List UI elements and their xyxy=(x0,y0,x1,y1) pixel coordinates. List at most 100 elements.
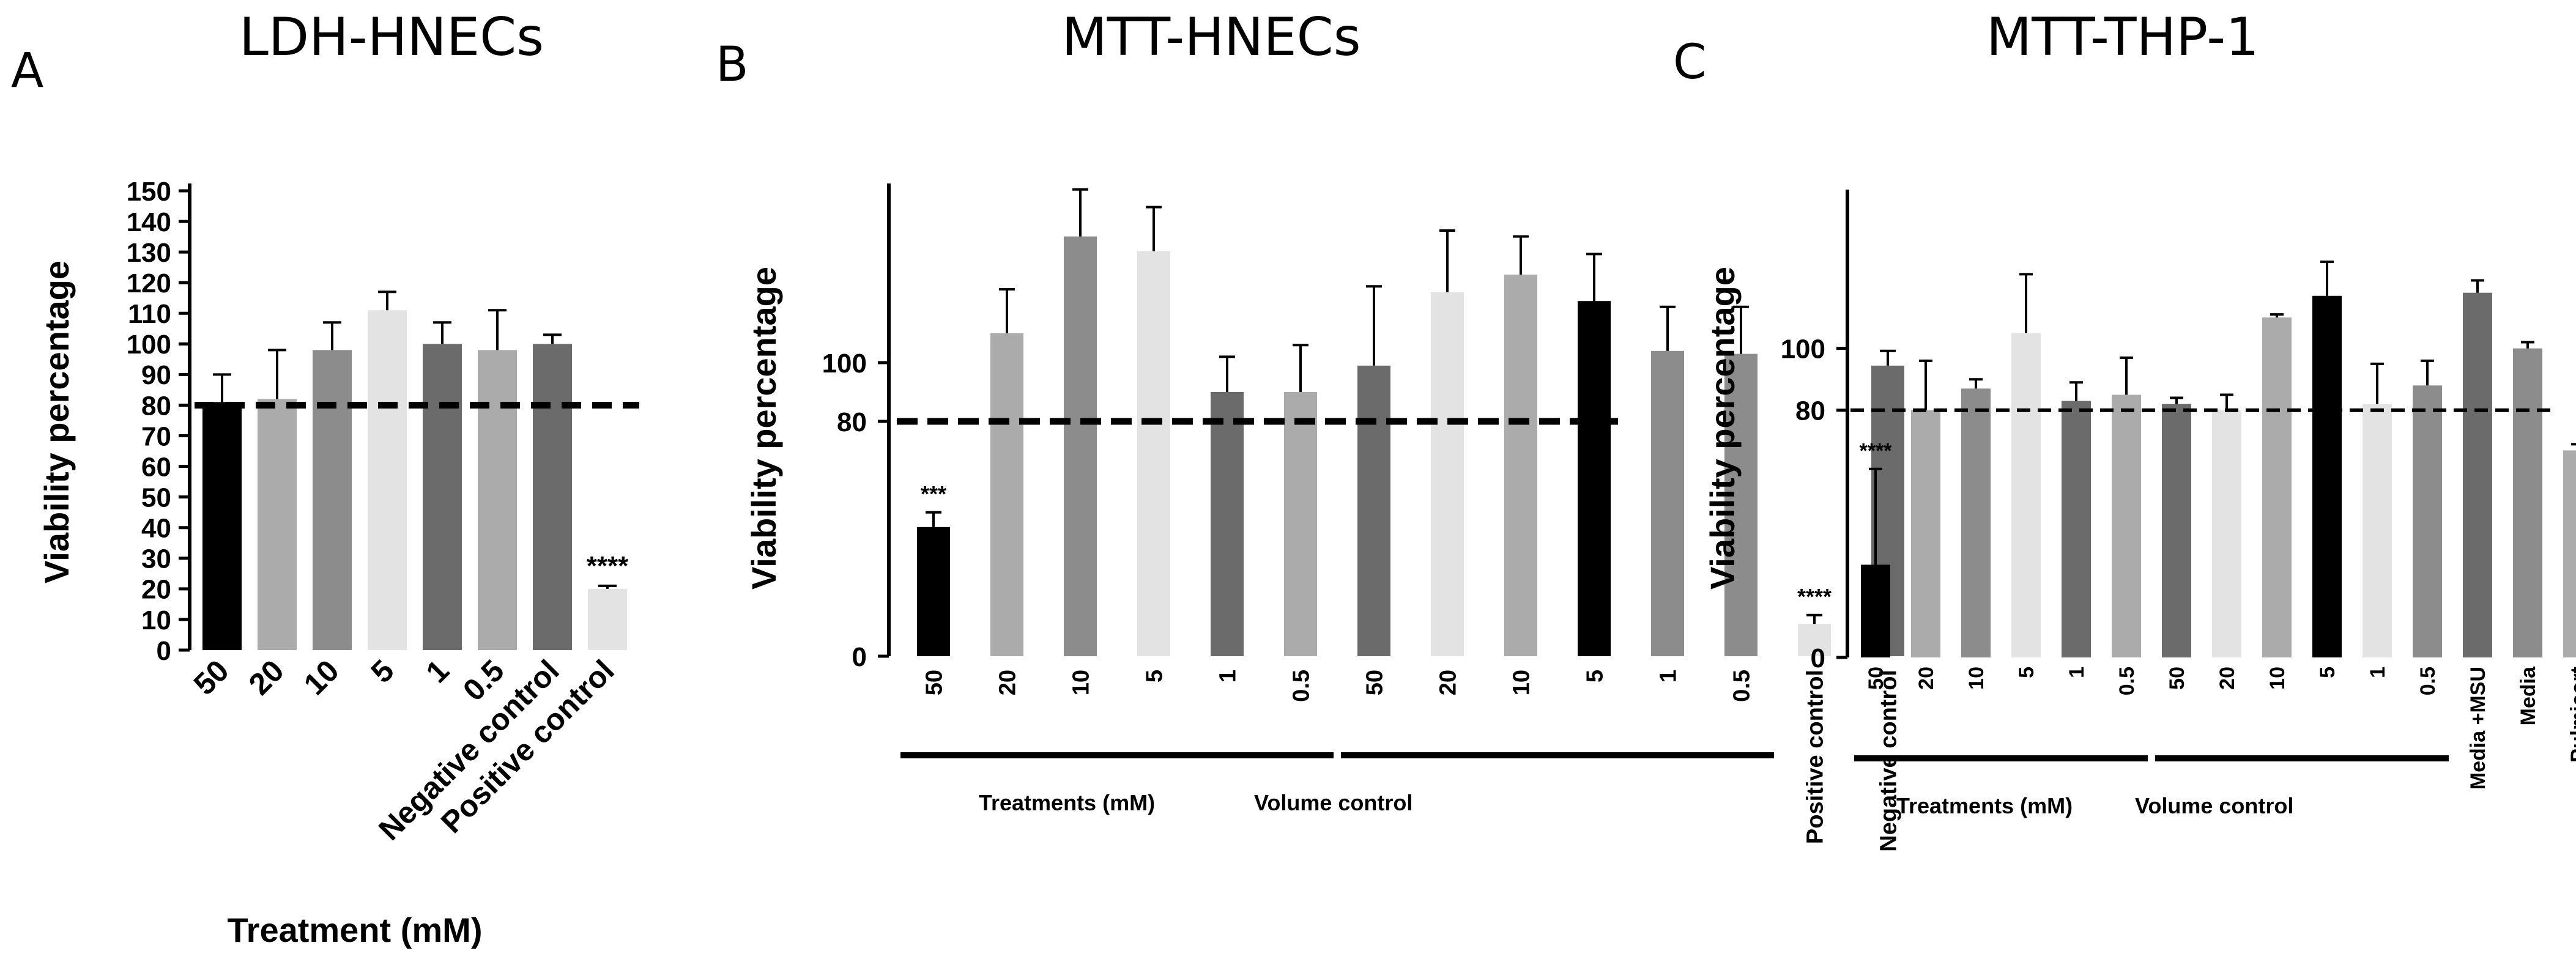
bar-6 xyxy=(2112,394,2141,657)
y-tick-label: 30 xyxy=(141,544,171,574)
bar-9 xyxy=(1504,275,1537,656)
y-tick-label: 90 xyxy=(141,360,171,390)
bar-13 xyxy=(2463,292,2492,657)
bar-11 xyxy=(2363,404,2392,657)
category-label: Media xyxy=(2517,666,2540,725)
panel-a-letter: A xyxy=(11,43,43,98)
panel-b-letter: B xyxy=(716,37,749,92)
bar-1 xyxy=(202,402,242,650)
category-label: 10 xyxy=(1965,667,1988,690)
bar-2 xyxy=(990,333,1023,656)
category-label: 10 xyxy=(1068,670,1094,695)
category-label: 50 xyxy=(1362,670,1387,695)
y-tick-label: 60 xyxy=(141,452,171,482)
bar-1 xyxy=(1861,564,1890,657)
category-label: 1 xyxy=(1655,670,1681,683)
panel-a: A LDH-HNECs Treatment (mM) 0102030405060… xyxy=(11,7,639,949)
bar-11 xyxy=(1651,350,1684,656)
panel-a-title: LDH-HNECs xyxy=(239,7,544,68)
bar-2 xyxy=(1911,410,1940,657)
significance-marker: *** xyxy=(921,481,946,506)
category-label: 20 xyxy=(1435,670,1461,695)
category-label: 50 xyxy=(1865,667,1888,690)
bar-7 xyxy=(1357,365,1390,656)
panel-c-title: MTT-THP-1 xyxy=(1986,7,2259,68)
category-label: Pulmicort xyxy=(2567,667,2576,763)
group-label: Volume control xyxy=(2135,793,2293,818)
y-tick-label: 40 xyxy=(141,514,171,544)
bar-1 xyxy=(917,527,950,656)
bar-6 xyxy=(478,350,517,650)
category-label: 5 xyxy=(2015,667,2038,678)
y-tick-label: 110 xyxy=(128,299,171,329)
bar-13 xyxy=(1798,624,1831,656)
y-tick-label: 80 xyxy=(837,407,867,437)
bar-10 xyxy=(1578,301,1611,656)
category-label: 20 xyxy=(995,670,1020,695)
y-tick-label: 70 xyxy=(141,421,171,451)
group-label: Treatments (mM) xyxy=(1896,793,2073,818)
y-axis-title: Viability percentage xyxy=(37,261,76,583)
significance-marker: **** xyxy=(1797,584,1832,609)
y-tick-label: 130 xyxy=(127,238,171,268)
panel-c: C MTT-THP-1 0 80 100 Viability percentage **… xyxy=(1673,7,2576,818)
bar-7 xyxy=(533,344,572,650)
bar-4 xyxy=(2011,333,2041,657)
category-label: 5 xyxy=(1582,670,1608,683)
y-tick-label: 80 xyxy=(1795,396,1825,426)
category-label: 20 xyxy=(242,653,291,701)
category-label: 5 xyxy=(1141,670,1167,683)
panel-b: B MTT-HNECs 0 80 10 0 Viability percentage **… xyxy=(716,7,1904,852)
category-label: 5 xyxy=(365,653,401,689)
y-tick-label: 50 xyxy=(141,483,171,513)
category-label: 1 xyxy=(420,653,456,689)
category-label: 0.5 xyxy=(1288,670,1314,702)
bar-3 xyxy=(313,350,352,650)
y-tick-label: 120 xyxy=(127,268,171,298)
y-tick-label: 10 xyxy=(141,605,171,635)
y-tick-label: 80 xyxy=(141,391,171,421)
y-tick-label: 100 xyxy=(127,330,171,360)
bar-15 xyxy=(2563,450,2576,657)
category-label: 0.5 xyxy=(2416,667,2440,695)
category-label: 10 xyxy=(297,653,346,701)
panel-b-title: MTT-HNECs xyxy=(1061,7,1360,68)
y-tick-label: 150 xyxy=(127,177,171,207)
bar-5 xyxy=(2062,401,2091,657)
category-label: 10 xyxy=(2266,667,2289,690)
y-tick-label: 140 xyxy=(127,207,171,237)
bar-12 xyxy=(1724,353,1758,656)
category-label: 20 xyxy=(2216,667,2239,690)
y-tick-label: 0 xyxy=(852,642,867,672)
category-label: Media +MSU xyxy=(2467,667,2490,790)
bar-5 xyxy=(423,344,462,650)
group-label: Volume control xyxy=(1254,790,1412,815)
bar-7 xyxy=(2162,404,2191,657)
category-label: 0.5 xyxy=(2115,667,2139,695)
bar-4 xyxy=(368,310,407,650)
category-label: Positive control xyxy=(1802,670,1828,844)
y-tick-label: 0 xyxy=(157,636,171,666)
bar-10 xyxy=(2312,295,2342,657)
bar-8 xyxy=(1431,292,1464,656)
category-label: 1 xyxy=(2065,667,2088,678)
bar-4 xyxy=(1137,251,1170,657)
bar-3 xyxy=(1064,236,1097,657)
category-label: 0.5 xyxy=(1729,670,1754,702)
category-label: 50 xyxy=(187,653,236,701)
category-label: 20 xyxy=(1915,667,1938,690)
bar-3 xyxy=(1961,388,1991,657)
category-label: 5 xyxy=(2316,667,2339,678)
group-label: Treatments (mM) xyxy=(979,790,1155,815)
bar-8 xyxy=(2212,410,2241,657)
bar-9 xyxy=(2262,317,2292,657)
y-axis-title: Viability percentage xyxy=(1703,267,1742,590)
bar-14 xyxy=(2513,348,2542,657)
y-axis-title: Viability percentage xyxy=(744,267,783,590)
category-label: 1 xyxy=(1215,670,1241,683)
y-tick-label: 20 xyxy=(141,575,171,605)
category-label: 50 xyxy=(2166,667,2189,690)
y-tick-label: 0 xyxy=(1811,643,1825,673)
bar-12 xyxy=(2413,385,2442,657)
